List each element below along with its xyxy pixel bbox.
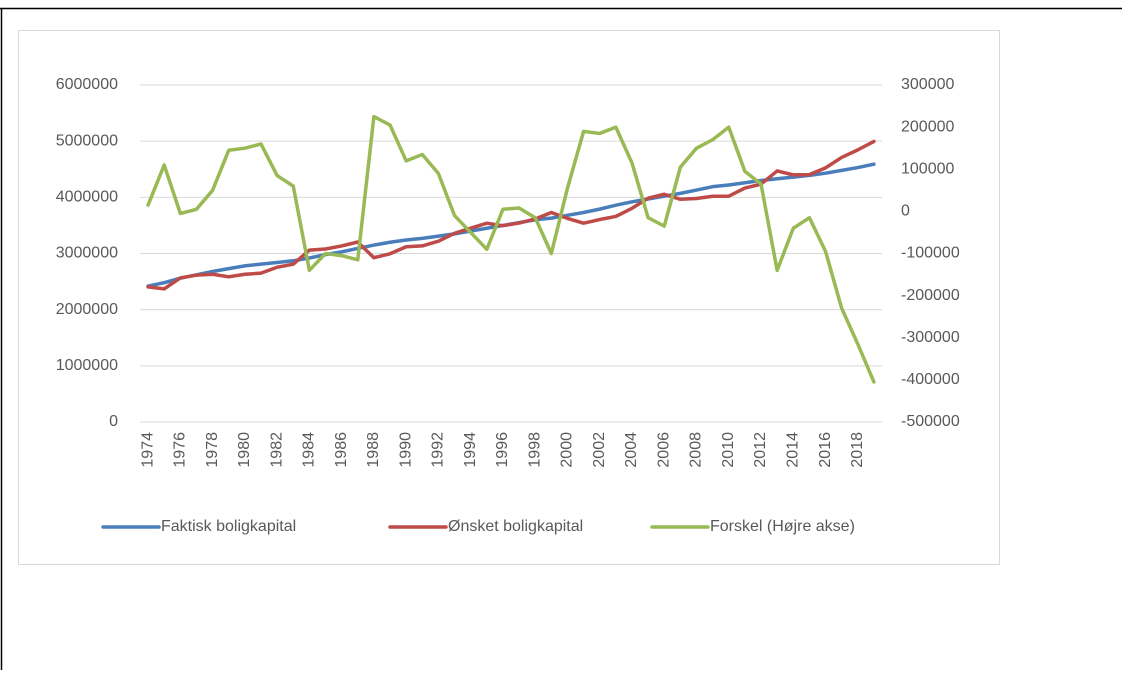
y-tick-label: 3000000 — [56, 245, 118, 262]
x-tick-label: 1990 — [397, 432, 414, 468]
y2-tick-label: -400000 — [901, 371, 960, 388]
y-tick-label: 1000000 — [56, 357, 118, 374]
y2-tick-label: 200000 — [901, 118, 954, 135]
chart-area — [18, 30, 1000, 565]
x-tick-label: 1982 — [268, 432, 285, 468]
x-tick-label: 2014 — [785, 432, 802, 468]
y-tick-label: 2000000 — [56, 301, 118, 318]
x-tick-label: 1980 — [236, 432, 253, 468]
y2-tick-label: 0 — [901, 203, 910, 220]
y-tick-label: 6000000 — [56, 76, 118, 93]
y2-tick-label: 100000 — [901, 160, 954, 177]
y2-tick-label: 300000 — [901, 76, 954, 93]
x-tick-label: 1986 — [333, 432, 350, 468]
legend-label: Forskel (Højre akse) — [710, 518, 855, 535]
y2-tick-label: -200000 — [901, 287, 960, 304]
x-tick-label: 2016 — [817, 432, 834, 468]
y2-tick-label: -500000 — [901, 413, 960, 430]
y2-tick-label: -300000 — [901, 329, 960, 346]
x-tick-label: 2000 — [559, 432, 576, 468]
chart: 0100000020000003000000400000050000006000… — [56, 76, 960, 535]
x-tick-label: 1978 — [204, 432, 221, 468]
series-line — [146, 114, 876, 384]
x-tick-label: 2004 — [623, 432, 640, 468]
legend-label: Ønsket boligkapital — [448, 518, 583, 535]
x-tick-label: 2002 — [591, 432, 608, 468]
legend-label: Faktisk boligkapital — [161, 518, 296, 535]
x-tick-label: 2012 — [752, 432, 769, 468]
x-tick-label: 2006 — [655, 432, 672, 468]
x-tick-label: 1996 — [494, 432, 511, 468]
x-tick-label: 1984 — [301, 432, 318, 468]
y-tick-label: 4000000 — [56, 189, 118, 206]
x-tick-label: 1992 — [430, 432, 447, 468]
series-line — [146, 139, 876, 291]
x-tick-label: 2018 — [849, 432, 866, 468]
x-tick-label: 1974 — [139, 432, 156, 468]
x-tick-label: 2008 — [688, 432, 705, 468]
y2-tick-label: -100000 — [901, 245, 960, 262]
x-tick-label: 1976 — [172, 432, 189, 468]
x-tick-label: 1998 — [526, 432, 543, 468]
x-tick-label: 1994 — [462, 432, 479, 468]
y-tick-label: 0 — [109, 413, 118, 430]
x-tick-label: 1988 — [365, 432, 382, 468]
x-tick-label: 2010 — [720, 432, 737, 468]
y-tick-label: 5000000 — [56, 132, 118, 149]
